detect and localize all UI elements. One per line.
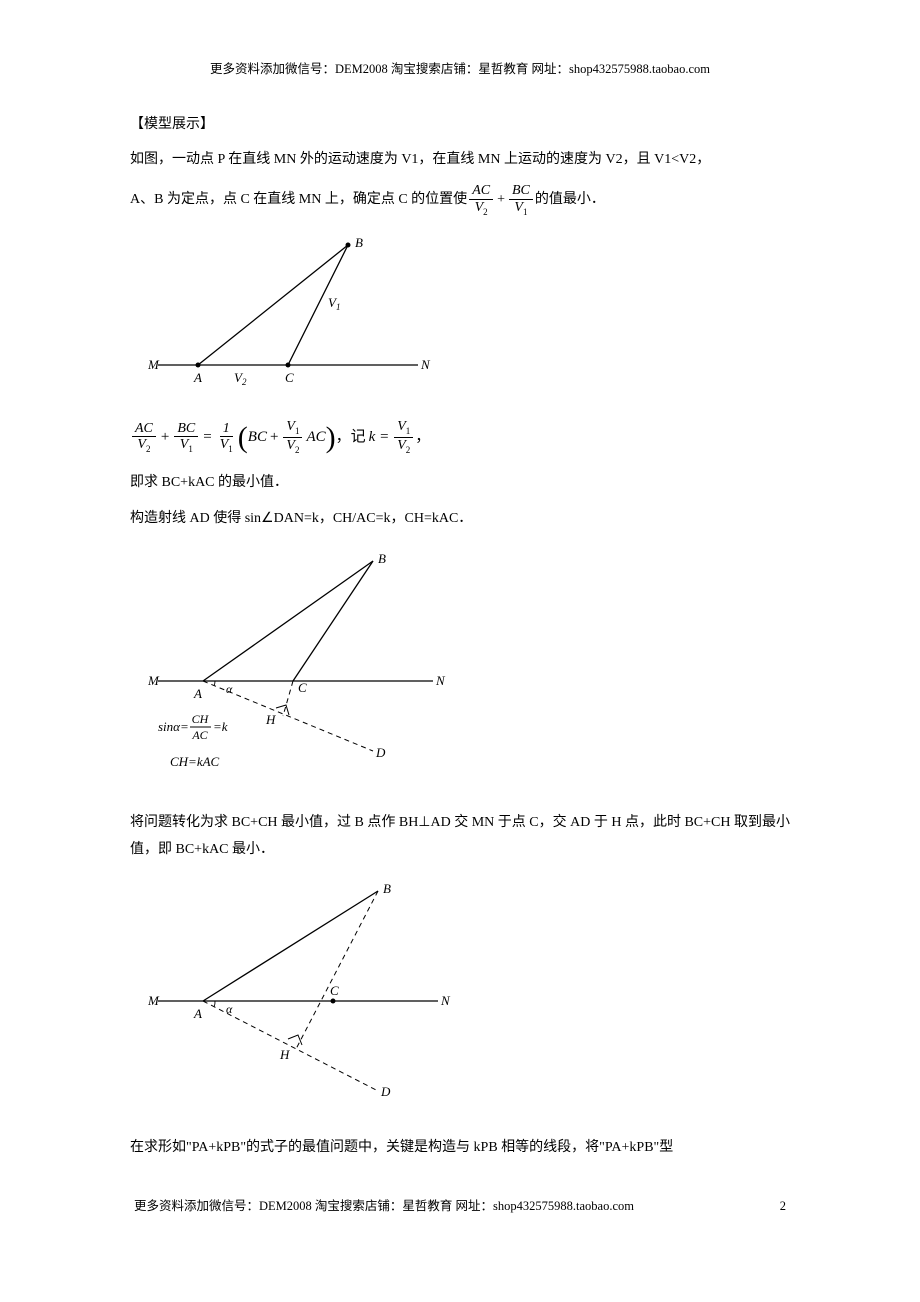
frac-den: V2	[394, 438, 413, 456]
label-D: D	[375, 745, 386, 760]
ch-eq: CH=kAC	[170, 754, 220, 769]
sub: 2	[295, 445, 300, 455]
plus-sign: +	[497, 187, 505, 214]
label-N: N	[435, 673, 446, 688]
v: V	[286, 438, 295, 453]
plus: +	[161, 426, 169, 449]
paragraph-4: 将问题转化为求 BC+CH 最小值，过 B 点作 BH⊥AD 交 MN 于点 C…	[130, 810, 790, 863]
page-number: 2	[740, 1197, 786, 1216]
label-C: C	[285, 370, 294, 385]
diagram-3-svg: M A α C N B H D	[148, 881, 458, 1106]
frac-den: AC	[191, 728, 208, 742]
equals: =	[203, 426, 211, 449]
diagram-2-svg: M A α C N B H D sinα= CH AC =k CH=kAC	[148, 551, 448, 781]
label-B: B	[378, 551, 386, 566]
v-sub: 2	[483, 207, 488, 217]
frac-den: V1	[217, 437, 236, 455]
diagram-2: M A α C N B H D sinα= CH AC =k CH=kAC	[148, 551, 790, 788]
frac-num: 1	[220, 421, 233, 437]
frac-num: BC	[174, 421, 198, 437]
label-H: H	[279, 1047, 290, 1062]
paragraph-1a: 如图，一动点 P 在直线 MN 外的运动速度为 V1，在直线 MN 上运动的速度…	[130, 147, 790, 174]
eq-frac-1: AC V2	[132, 421, 156, 455]
frac-num: AC	[469, 183, 493, 199]
label-alpha: α	[226, 682, 233, 696]
sub: 1	[188, 444, 193, 454]
label-B: B	[355, 235, 363, 250]
page-footer: 更多资料添加微信号：DEM2008 淘宝搜索店铺：星哲教育 网址：shop432…	[130, 1197, 790, 1216]
eq-frac-4: V1 V2	[283, 419, 302, 455]
label-H: H	[265, 712, 276, 727]
paragraph-3: 构造射线 AD 使得 sin∠DAN=k，CH/AC=k，CH=kAC．	[130, 506, 790, 533]
paragraph-1b: A、B 为定点，点 C 在直线 MN 上，确定点 C 的位置使 AC V2 + …	[130, 183, 790, 217]
eq-frac-2: BC V1	[174, 421, 198, 455]
sub: 2	[146, 444, 151, 454]
fraction-bc-v1: BC V1	[509, 183, 533, 217]
paragraph-2: 即求 BC+kAC 的最小值．	[130, 470, 790, 497]
frac-num: V1	[283, 419, 302, 438]
para1b-suffix: 的值最小．	[535, 187, 605, 214]
para1b-prefix: A、B 为定点，点 C 在直线 MN 上，确定点 C 的位置使	[130, 187, 467, 214]
bc-term: BC	[248, 426, 267, 449]
sub: 1	[406, 426, 411, 436]
eq-frac-3: 1 V1	[217, 421, 236, 455]
frac-den: V2	[283, 438, 302, 456]
mid-text: ，记	[336, 426, 366, 449]
label-V1: V1	[328, 295, 340, 312]
frac-den: V1	[177, 437, 196, 455]
frac-den: V2	[134, 437, 153, 455]
frac-num: AC	[132, 421, 156, 437]
label-C: C	[298, 680, 307, 695]
diagram-1: M A V2 C N B V1	[148, 235, 790, 397]
v-sub: 1	[523, 207, 528, 217]
comma: ，	[415, 426, 430, 449]
label-V2: V2	[234, 370, 247, 387]
frac-den: V1	[511, 200, 530, 218]
sub: 1	[295, 426, 300, 436]
diagram-3: M A α C N B H D	[148, 881, 790, 1113]
k-eq: k =	[369, 426, 390, 449]
fraction-ac-v2: AC V2	[469, 183, 493, 217]
label-N: N	[440, 993, 451, 1008]
label-N: N	[420, 357, 431, 372]
sub: 1	[228, 444, 233, 454]
paren-right: )	[326, 426, 336, 450]
sub: 2	[406, 445, 411, 455]
eq-k: =k	[213, 719, 228, 734]
v-letter: V	[475, 200, 484, 215]
footer-text: 更多资料添加微信号：DEM2008 淘宝搜索店铺：星哲教育 网址：shop432…	[134, 1197, 634, 1216]
sin-text: sinα=	[158, 719, 189, 734]
label-M: M	[148, 993, 160, 1008]
label-alpha: α	[226, 1002, 233, 1016]
v: V	[220, 437, 229, 452]
label-M: M	[148, 357, 160, 372]
label-A: A	[193, 1006, 202, 1021]
frac-num: BC	[509, 183, 533, 199]
diagram-1-svg: M A V2 C N B V1	[148, 235, 438, 390]
paren-left: (	[238, 426, 248, 450]
label-A: A	[193, 370, 202, 385]
equation-main: AC V2 + BC V1 = 1 V1 ( BC + V1 V2 AC ) ，…	[130, 419, 790, 455]
ac-term: AC	[306, 426, 325, 449]
page-header: 更多资料添加微信号：DEM2008 淘宝搜索店铺：星哲教育 网址：shop432…	[130, 60, 790, 79]
plus: +	[270, 426, 278, 449]
label-D: D	[380, 1084, 391, 1099]
frac-num: CH	[192, 712, 210, 726]
label-M: M	[148, 673, 160, 688]
v: V	[397, 438, 406, 453]
label-B: B	[383, 881, 391, 896]
v: V	[137, 437, 146, 452]
label-C: C	[330, 983, 339, 998]
eq-frac-5: V1 V2	[394, 419, 413, 455]
label-A: A	[193, 686, 202, 701]
frac-den: V2	[472, 200, 491, 218]
v-letter: V	[514, 200, 523, 215]
paragraph-5: 在求形如"PA+kPB"的式子的最值问题中，关键是构造与 kPB 相等的线段，将…	[130, 1135, 790, 1162]
section-title: 【模型展示】	[130, 114, 790, 135]
v: V	[397, 419, 406, 434]
frac-num: V1	[394, 419, 413, 438]
v: V	[286, 419, 295, 434]
